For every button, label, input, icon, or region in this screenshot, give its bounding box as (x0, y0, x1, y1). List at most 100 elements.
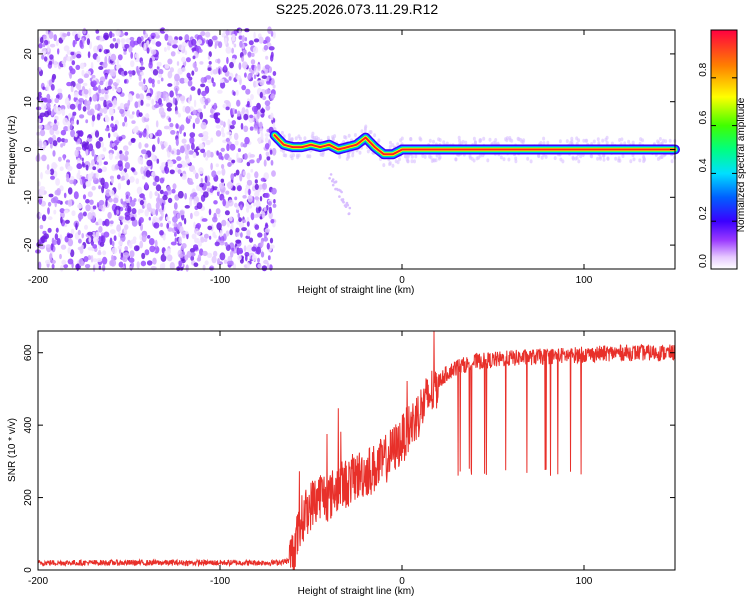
noise-blob (191, 70, 195, 76)
noise-blob (156, 61, 162, 67)
trace-halo (618, 158, 622, 163)
noise-blob (170, 51, 176, 57)
noise-blob (104, 116, 110, 123)
trace-halo (473, 140, 477, 145)
noise-blob (130, 239, 137, 244)
noise-blob (216, 170, 222, 175)
noise-blob (128, 141, 133, 146)
colorbar-gradient (710, 29, 738, 270)
noise-blob (244, 37, 248, 42)
noise-blob (163, 141, 168, 147)
noise-blob (59, 208, 65, 214)
noise-blob (98, 84, 101, 92)
trace-halo (574, 156, 578, 161)
noise-blob (61, 259, 67, 265)
noise-blob (205, 139, 211, 146)
noise-blob (106, 85, 112, 90)
noise-blob (48, 193, 54, 198)
noise-blob (139, 66, 146, 71)
chart-title: S225.2026.073.11.29.R12 (276, 1, 439, 17)
noise-blob (66, 81, 72, 87)
noise-blob (101, 166, 107, 173)
noise-blob (248, 237, 254, 243)
noise-blob (67, 247, 71, 254)
trail-dot (331, 183, 335, 187)
noise-blob (228, 76, 232, 81)
noise-blob (257, 232, 263, 238)
noise-blob (220, 147, 225, 152)
noise-blob (146, 95, 151, 100)
noise-blob (241, 227, 248, 232)
trace-halo (544, 154, 548, 159)
noise-blob (73, 91, 79, 98)
noise-blob (71, 210, 76, 217)
noise-blob (172, 39, 178, 44)
trace-halo (282, 153, 286, 158)
trace-halo (406, 154, 410, 159)
trace-halo (598, 156, 602, 161)
noise-blob (266, 242, 270, 250)
noise-blob (98, 185, 101, 190)
noise-blob (161, 202, 165, 211)
noise-blob (129, 40, 136, 48)
noise-blob (131, 262, 135, 268)
noise-blob (55, 39, 59, 47)
noise-blob (243, 245, 247, 253)
noise-blob (123, 70, 128, 76)
noise-blob (225, 137, 231, 143)
trace-halo (423, 154, 427, 159)
noise-blob (59, 166, 64, 171)
noise-blob (63, 264, 69, 269)
noise-blob (85, 180, 92, 187)
noise-blob (266, 76, 270, 82)
noise-blob (264, 136, 269, 143)
trace-halo (296, 155, 300, 160)
snr-line-series (37, 330, 676, 571)
noise-blob (142, 204, 145, 209)
noise-blob (237, 110, 241, 118)
noise-blob (190, 255, 195, 261)
trace-halo (579, 154, 583, 159)
noise-blob (226, 143, 230, 152)
noise-blob (38, 91, 42, 97)
noise-blob (94, 104, 98, 111)
noise-blob (150, 49, 157, 55)
noise-blob (236, 185, 242, 192)
noise-blob (141, 149, 147, 155)
noise-blob (73, 178, 77, 186)
noise-blob (99, 96, 105, 101)
noise-blob (96, 155, 103, 163)
noise-blob (250, 169, 254, 173)
noise-blob (108, 80, 112, 87)
trace-halo (388, 162, 392, 167)
noise-blob (261, 265, 268, 272)
noise-blob (63, 126, 69, 132)
trace-halo (442, 140, 446, 145)
noise-blob (230, 108, 233, 116)
noise-blob (193, 210, 200, 217)
noise-blob (85, 164, 89, 171)
noise-blob (53, 209, 57, 215)
noise-blob (124, 79, 127, 84)
noise-blob (246, 230, 251, 237)
trace-halo (273, 127, 277, 132)
noise-blob (200, 236, 205, 243)
signal-trace (273, 134, 676, 156)
noise-blob (119, 153, 125, 161)
noise-blob (191, 142, 195, 150)
noise-blob (166, 102, 173, 108)
noise-blob (212, 82, 216, 87)
noise-blob (110, 178, 114, 184)
noise-blob (62, 154, 66, 161)
noise-blob (210, 162, 213, 171)
noise-blob (97, 168, 103, 173)
noise-blob (177, 163, 183, 169)
trace-halo (514, 159, 518, 164)
noise-blob (83, 73, 90, 78)
trace-halo (311, 136, 315, 140)
noise-blob (245, 88, 251, 95)
noise-blob (177, 169, 182, 175)
noise-blob (174, 237, 177, 243)
noise-blob (115, 28, 121, 37)
trace-halo (605, 140, 609, 145)
